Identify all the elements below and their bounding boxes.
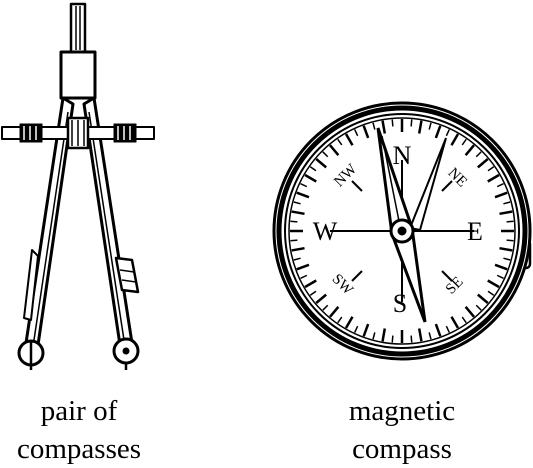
compasses-left-foot [17,339,45,370]
compass-tick [391,119,394,127]
compass-dial-ring [288,117,516,345]
compass-tick [322,304,329,311]
compass-label-e: E [467,217,483,246]
compass-tick [315,158,327,169]
compass-tick [496,274,504,280]
compass-tick [487,166,495,172]
caption-left-line2: compasses [16,433,142,465]
compass-tick [372,122,376,130]
compass-tick [434,323,442,337]
compass-tick [499,246,513,252]
compass-tick [362,125,370,139]
caption-right-line2: compass [352,433,452,465]
compass-tick [296,263,310,271]
compass-tick [315,293,327,304]
compass-tick [494,263,508,271]
compass-tick [296,191,310,199]
compass-tick-marks [290,119,514,343]
compass-tick [487,173,500,183]
compass-tick [434,125,442,139]
compass-tick [450,316,460,329]
compass-tick [506,220,514,223]
compasses-adjusting-screw [1,116,155,150]
compass-tick [304,279,317,289]
compass-tick [477,293,489,304]
compass-tick [290,220,298,223]
compass-tick [353,325,359,333]
caption-magnetic-compass: magnetic compass [322,392,482,468]
compass-tick [309,290,317,296]
compass-tick [445,129,451,137]
compass-tick [487,290,495,296]
compass-tick [477,158,489,169]
compass-tick [428,332,432,340]
caption-pair-of-compasses: pair of compasses [0,392,158,468]
compass-tick [293,201,301,205]
compass-tick [503,201,511,205]
compass-tick [344,133,354,146]
compass-tick [372,332,376,340]
compass-tick [496,182,504,188]
compass-tick [291,210,305,216]
compass-tick [464,144,475,156]
magnetic-compass: N S E W NE NW SE SW [272,101,532,361]
compass-label-s: S [393,289,407,318]
compass-tick [304,173,317,183]
compasses-handle [69,2,87,54]
compass-tick [344,316,354,329]
compass-tick [322,151,329,158]
compasses-left-leg [23,96,75,347]
compass-tick [461,316,467,324]
compass-label-w: W [313,217,338,246]
compass-tick [417,120,423,134]
compass-tick [445,325,451,333]
compass-tick [503,257,511,261]
caption-left-line1: pair of [40,395,118,427]
compass-tick [417,328,423,342]
compass-tick [475,151,482,158]
compass-tick [329,144,340,156]
compass-tick [353,129,359,137]
compasses-head [59,50,97,100]
compass-tick [410,119,413,127]
compass-label-n: N [393,141,412,170]
compass-tick [410,335,413,343]
compass-tick [506,239,514,242]
compass-tick [291,246,305,252]
compass-tick [362,323,370,337]
compass-tick [329,306,340,318]
compass-tick [464,306,475,318]
compass-tick [499,210,513,216]
compass-tick [309,166,317,172]
compass-tick [487,279,500,289]
compass-tick [381,120,387,134]
compass-tick [381,328,387,342]
compass-tick [450,133,460,146]
compass-tick [293,257,301,261]
compass-tick [428,122,432,130]
compass-tick [391,335,394,343]
compass-tick [461,138,467,146]
compass-tick [300,274,308,280]
compass-tick [494,191,508,199]
compass-tick [337,138,343,146]
compass-tick [475,304,482,311]
compass-tick [290,239,298,242]
drawing-compasses [1,2,155,370]
compasses-right-foot [112,337,140,370]
caption-right-line1: magnetic [348,395,456,427]
compass-tick [337,316,343,324]
compass-tick [300,182,308,188]
